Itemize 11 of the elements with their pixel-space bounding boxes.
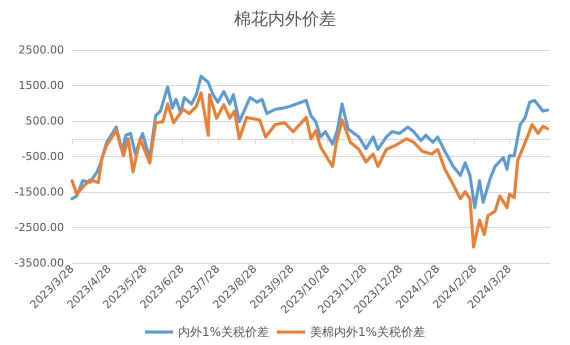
chart-title: 棉花内外价差 (234, 10, 336, 30)
y-tick-label: 2500.00 (18, 44, 64, 56)
legend-label: 内外1%关税价差 (178, 325, 270, 339)
line-series (70, 91, 550, 249)
y-tick-label: -3500.00 (14, 256, 64, 270)
y-tick-label: 500.00 (26, 114, 64, 128)
y-tick-label: -1500.00 (14, 186, 64, 198)
legend-label: 美棉内外1%关税价差 (310, 325, 426, 339)
y-tick-label: -2500.00 (14, 221, 64, 234)
y-tick-label: -500.00 (22, 150, 64, 163)
y-tick-label: 1500.00 (18, 79, 64, 92)
